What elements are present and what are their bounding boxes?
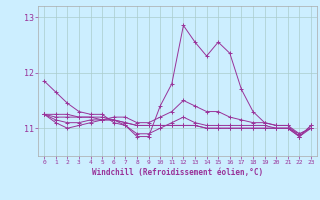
X-axis label: Windchill (Refroidissement éolien,°C): Windchill (Refroidissement éolien,°C): [92, 168, 263, 177]
